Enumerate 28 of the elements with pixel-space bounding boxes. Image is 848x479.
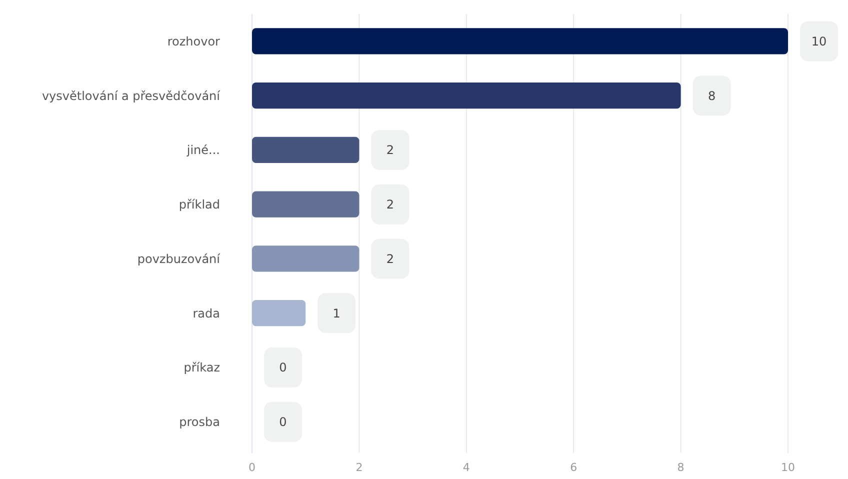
x-tick-label: 8 (677, 461, 684, 474)
data-label: 8 (708, 88, 716, 103)
bar (252, 191, 360, 218)
data-label: 2 (386, 252, 394, 266)
bar (252, 136, 360, 163)
x-tick-label: 0 (248, 461, 256, 474)
x-tick-label: 4 (462, 461, 470, 474)
bar (252, 82, 681, 109)
data-label: 1 (332, 306, 340, 320)
y-tick-label: příklad (178, 198, 220, 212)
data-label: 2 (386, 143, 394, 158)
y-tick-label: rada (192, 306, 220, 320)
y-tick-label: prosba (179, 415, 220, 430)
y-tick-label: jiné... (186, 143, 220, 158)
data-label: 2 (386, 198, 394, 212)
data-label: 0 (279, 415, 287, 430)
y-tick-label: příkaz (184, 360, 220, 375)
y-tick-label: rozhovor (167, 34, 220, 48)
bar (252, 300, 306, 326)
x-tick-label: 10 (781, 461, 795, 474)
x-tick-label: 2 (356, 461, 363, 474)
bar (252, 28, 788, 54)
y-tick-label: povzbuzování (137, 252, 221, 266)
data-label: 0 (279, 360, 287, 375)
y-tick-label: vysvětlování a přesvědčování (42, 88, 221, 103)
x-tick-label: 6 (570, 461, 578, 474)
bar (252, 246, 360, 272)
data-label: 10 (811, 34, 827, 48)
